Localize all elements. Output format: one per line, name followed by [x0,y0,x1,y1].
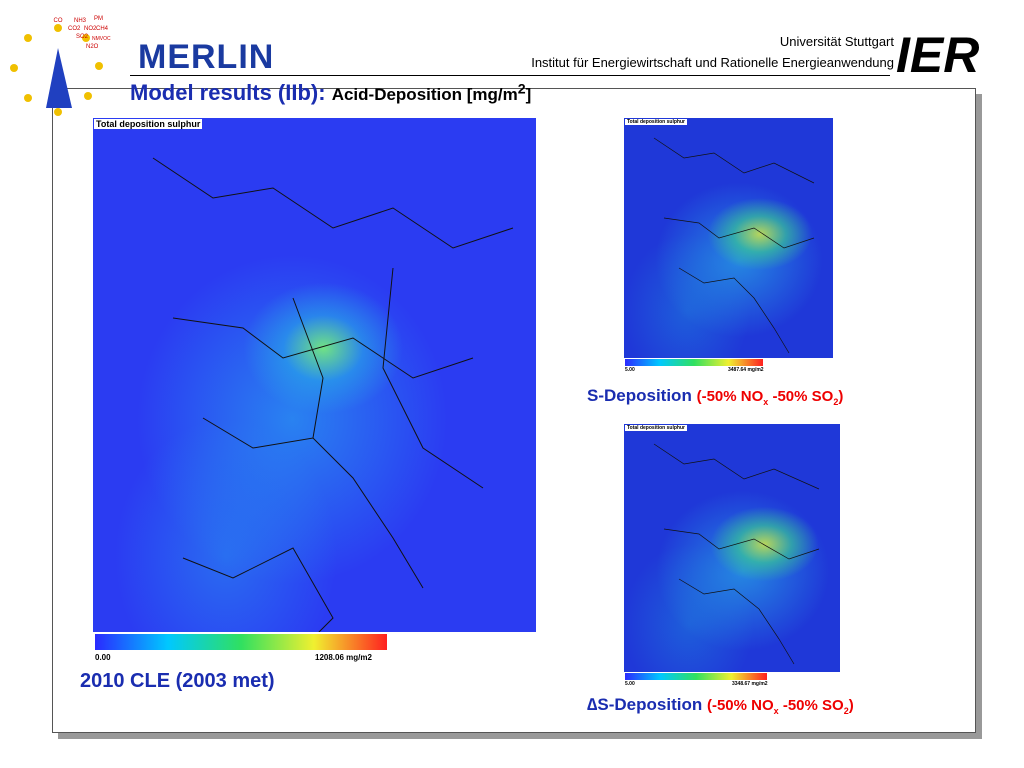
scale-max: 1208.06 mg/m2 [315,653,372,662]
caption-open: (-50% NO [696,388,764,405]
caption-mid: -50% SO [782,697,844,714]
colorbar [625,359,763,366]
title-main: Model results (IIb): [130,80,326,105]
logo-gas: PM [94,16,103,22]
ier-logo: IER [896,27,980,83]
scale-min: 5.00 [625,367,635,373]
caption-sub: x [773,706,779,716]
colorbar [625,673,767,680]
caption-name: S-Deposition [587,386,692,405]
caption-sub: x [763,397,769,407]
merlin-logo: MERLIN [138,38,275,76]
borders [653,443,820,665]
borders [152,157,514,659]
title: Model results (IIb): Acid-Deposition [mg… [130,80,531,106]
caption-scenario: (-50% NOx -50% SO2) [706,697,854,716]
caption: ∆S-Deposition (-50% NOx -50% SO2) [587,695,854,716]
institute: Institut für Energiewirtschaft und Ratio… [531,55,894,70]
university: Universität Stuttgart [779,34,894,49]
caption-scenario: (-50% NOx -50% SO2) [696,388,844,407]
title-unit: Acid-Deposition [mg/m2] [331,81,532,104]
map-label: Total deposition sulphur [625,119,687,125]
logo-gas: CO [54,18,63,24]
title-sub: Acid-Deposition [mg/m [331,85,518,104]
logo-gas: N2O [86,44,99,50]
borders [653,137,815,354]
wizard [46,48,72,108]
caption-close: ) [838,388,844,405]
scale-max: 3348.67 mg/m2 [732,681,768,687]
logo-gas: NMVOC [92,36,111,42]
logo-gas: CO2 [68,26,81,32]
header-rule [130,75,890,76]
scenario-map: Total deposition sulphur 5.00 3487.64 mg… [624,118,833,376]
caption-close: ) [848,697,854,714]
title-sup: 2 [517,81,526,98]
scale-min: 5.00 [625,681,635,687]
map-label: Total deposition sulphur [625,425,687,431]
star-ring [10,24,103,116]
logo: CO NH3 PM CO2 NO2 CH4 SO2 NMVOC N2O [10,16,111,116]
colorbar [95,634,387,650]
caption-name: ∆S-Deposition [587,695,703,714]
scenario-map: Total deposition sulphur 5.00 3348.67 mg… [624,424,840,691]
caption-mid: -50% SO [772,388,834,405]
caption: 2010 CLE (2003 met) [80,670,275,692]
logo-gas: NO2 [84,26,97,32]
logo-gas: CH4 [96,26,109,32]
map-label: Total deposition sulphur [94,119,203,129]
caption: S-Deposition (-50% NOx -50% SO2) [587,386,843,407]
caption-open: (-50% NO [706,697,774,714]
logo-gas: NH3 [74,18,87,24]
scale-max: 3487.64 mg/m2 [728,367,764,373]
logo-gas: SO2 [76,34,89,40]
title-end: ] [525,85,532,104]
scale-min: 0.00 [95,653,111,662]
caption-sub: 2 [833,397,839,407]
caption-sub: 2 [843,706,849,716]
main-map: Total deposition sulphur 0.00 1208.06 mg… [93,118,536,666]
